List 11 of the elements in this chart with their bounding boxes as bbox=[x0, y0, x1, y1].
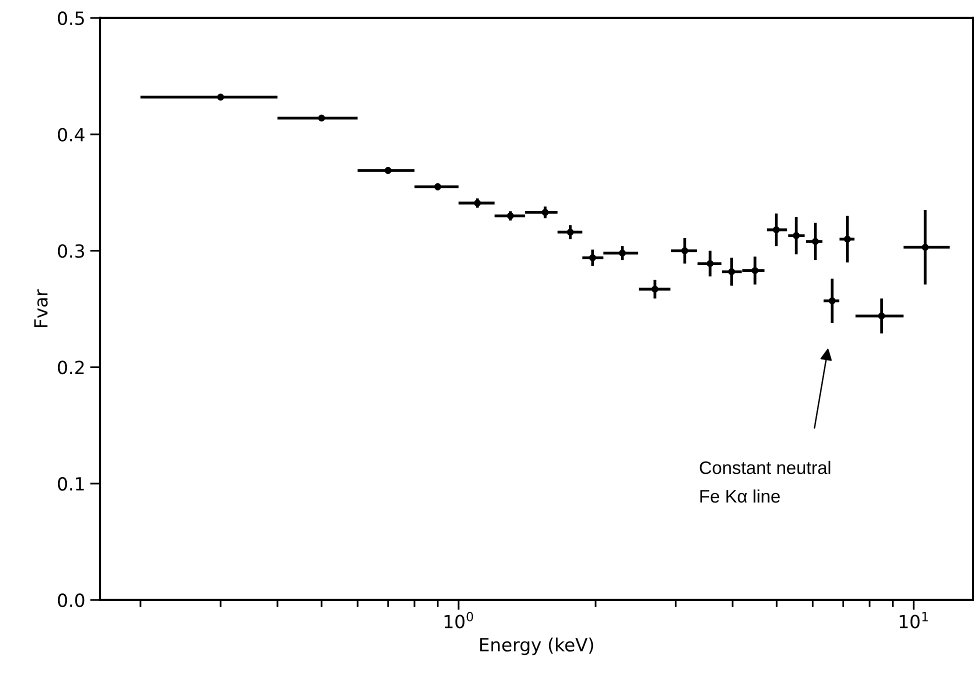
y-tick-label: 0.3 bbox=[58, 244, 84, 258]
y-axis-title: Fvar bbox=[34, 289, 48, 327]
y-tick-label: 0.5 bbox=[58, 11, 84, 26]
y-tick-label: 0.2 bbox=[58, 360, 84, 374]
x-axis-title: Energy (keV) bbox=[480, 638, 594, 656]
x-tick-label: 10$^{1}$ bbox=[900, 612, 928, 628]
y-tick-label: 0.1 bbox=[58, 477, 84, 491]
x-tick-label: 10$^{0}$ bbox=[444, 612, 474, 628]
y-tick-label: 0.0 bbox=[58, 593, 84, 608]
y-tick-label: 0.4 bbox=[58, 128, 84, 142]
annotation: Constant neutral Fe Kα line bbox=[700, 460, 830, 503]
